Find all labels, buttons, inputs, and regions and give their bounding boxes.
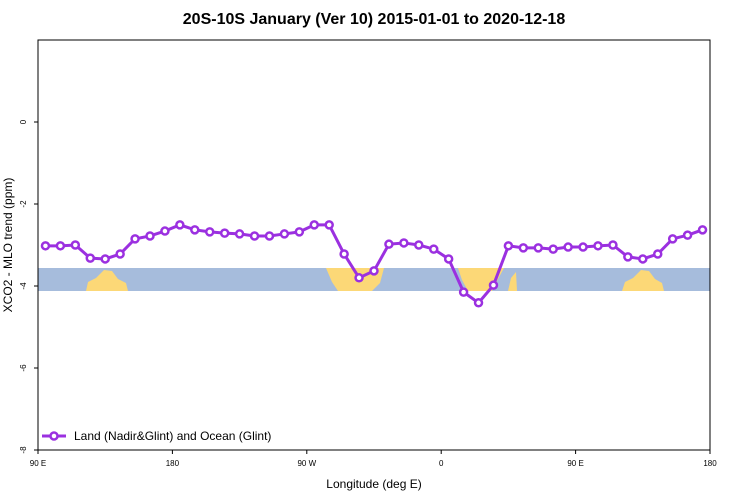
land <box>622 270 664 291</box>
x-axis-label: Longitude (deg E) <box>326 477 421 491</box>
point <box>100 254 110 264</box>
point <box>115 249 125 259</box>
point <box>279 229 290 239</box>
legend-label: Land (Nadir&Glint) and Ocean (Glint) <box>74 429 271 443</box>
point <box>219 228 230 238</box>
point <box>40 241 51 251</box>
point <box>339 249 349 259</box>
point <box>55 241 66 251</box>
point <box>354 273 364 283</box>
point <box>503 241 514 251</box>
point <box>384 239 394 249</box>
land <box>86 270 128 291</box>
land <box>508 272 517 291</box>
point <box>458 287 469 297</box>
point <box>175 220 185 230</box>
x-tick-label: 180 <box>166 459 180 468</box>
x-tick-label: 90 W <box>297 459 316 468</box>
x-tick-label: 90 E <box>567 459 583 468</box>
point <box>563 242 573 252</box>
x-tick-label: 90 E <box>30 459 46 468</box>
point <box>473 298 484 308</box>
point <box>548 244 558 254</box>
point <box>578 242 588 252</box>
map-strip <box>38 268 710 291</box>
point <box>414 240 424 250</box>
y-tick-label: -2 <box>19 200 28 208</box>
legend-marker <box>49 431 59 441</box>
y-tick-label: -8 <box>19 446 28 454</box>
chart-title: 20S-10S January (Ver 10) 2015-01-01 to 2… <box>183 11 566 28</box>
point <box>324 220 334 230</box>
y-tick-label: -6 <box>19 364 28 372</box>
point <box>70 240 81 250</box>
point <box>249 231 260 241</box>
point <box>697 225 708 235</box>
point <box>160 226 170 236</box>
point <box>667 234 678 244</box>
point <box>533 243 544 253</box>
point <box>294 227 305 237</box>
point <box>309 220 320 230</box>
point <box>488 280 499 290</box>
point <box>652 249 663 259</box>
point <box>518 243 529 253</box>
x-tick-label: 180 <box>703 459 717 468</box>
x-tick-label: 0 <box>439 459 444 468</box>
series-line <box>45 223 704 305</box>
point <box>85 253 96 263</box>
point <box>204 227 215 237</box>
point <box>623 252 633 262</box>
plot-frame <box>37 39 711 451</box>
point <box>130 234 140 244</box>
point <box>369 266 379 276</box>
point <box>608 240 618 250</box>
point <box>190 225 200 235</box>
point <box>638 254 648 264</box>
point <box>234 229 245 239</box>
point <box>443 254 454 264</box>
point <box>399 238 409 248</box>
point <box>264 231 275 241</box>
y-tick-label: -4 <box>19 282 28 290</box>
y-axis-label: XCO2 - MLO trend (ppm) <box>1 178 15 313</box>
point <box>593 241 603 251</box>
point <box>145 231 155 241</box>
point <box>682 230 693 240</box>
point <box>428 244 439 254</box>
y-tick-label: 0 <box>19 119 28 124</box>
